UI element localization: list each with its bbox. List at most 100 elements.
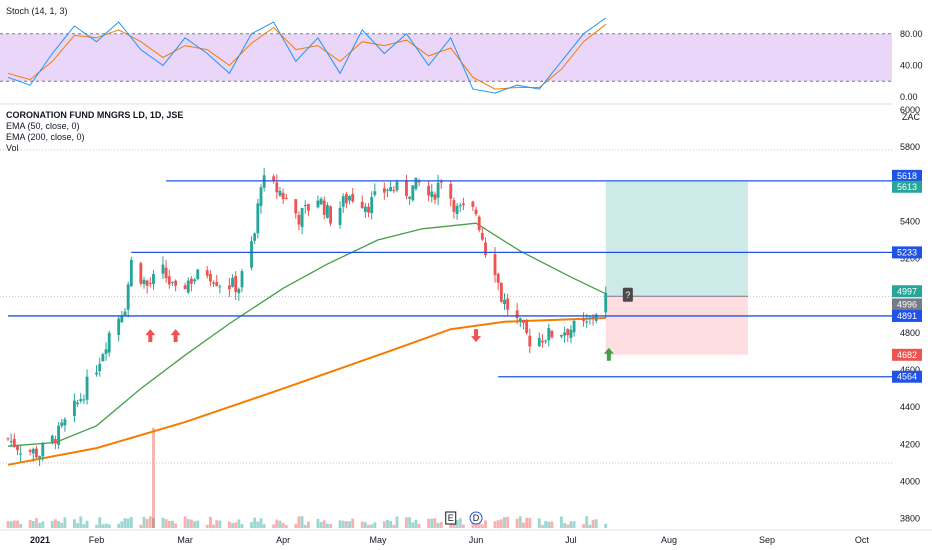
volume-bar — [427, 518, 431, 528]
volume-bar — [104, 523, 108, 528]
candle-body — [272, 176, 276, 182]
profit-zone — [605, 181, 749, 297]
candle-body — [329, 206, 332, 224]
volume-bar — [471, 521, 475, 528]
price-tag-label: 4564 — [897, 372, 917, 382]
volume-bar — [294, 524, 298, 528]
volume-bar — [72, 519, 76, 528]
candle-body — [101, 354, 105, 362]
volume-bar — [550, 521, 554, 528]
candle-body — [63, 419, 67, 426]
candle-body — [560, 334, 563, 337]
volume-bar — [63, 517, 67, 528]
volume-bar — [525, 517, 529, 528]
arrow-up-icon — [603, 347, 614, 361]
volume-bar — [148, 516, 152, 528]
volume-bar — [35, 518, 38, 528]
candle-body — [411, 185, 415, 201]
ema-lines — [7, 222, 606, 466]
candle-body — [427, 185, 431, 196]
candle-body — [212, 282, 215, 284]
candle-body — [72, 400, 76, 417]
stoch-k-line — [7, 17, 606, 94]
volume-bar — [234, 522, 238, 528]
position-zones — [605, 181, 749, 355]
candle-body — [300, 207, 304, 228]
volume-bar — [604, 523, 608, 528]
candle-body — [496, 273, 500, 283]
candle-body — [370, 197, 374, 214]
volume-bar — [322, 520, 326, 528]
volume-bar — [541, 524, 544, 528]
earnings-label: E — [448, 513, 454, 523]
candle-body — [338, 207, 342, 225]
volume-bar — [284, 524, 288, 528]
candle-body — [550, 330, 554, 338]
candle-body — [436, 182, 440, 198]
volume-bar — [430, 518, 434, 528]
volume-bar — [12, 520, 16, 528]
price-tag-label: 4997 — [897, 286, 917, 296]
volume-bar — [474, 522, 478, 528]
candle-body — [231, 277, 234, 287]
volume-bar — [123, 518, 127, 528]
dividend-icon — [469, 511, 483, 525]
time-tick-label: Apr — [276, 535, 290, 545]
stoch-tick-label: 40.00 — [900, 60, 923, 70]
currency-label: ZAC — [902, 112, 921, 122]
volume-bar — [231, 523, 234, 528]
candle-body — [183, 285, 187, 290]
volume-bar — [382, 521, 386, 528]
candle-body — [38, 456, 42, 459]
candle-body — [408, 196, 412, 199]
candle-body — [351, 193, 355, 202]
candle-body — [85, 376, 89, 400]
price-tag — [892, 169, 922, 182]
candle-body — [386, 189, 389, 191]
volume-bar — [259, 518, 263, 528]
candle-body — [582, 318, 585, 322]
candle-body — [363, 206, 367, 212]
volume-bar — [303, 524, 307, 528]
volume-bar — [436, 522, 440, 528]
candle-body — [227, 285, 231, 290]
candle-body — [474, 209, 478, 215]
volume-bar — [193, 521, 197, 528]
candle-body — [405, 180, 408, 196]
volume-bar — [250, 521, 253, 528]
earnings-icon — [445, 511, 457, 525]
volume-bar — [167, 521, 171, 528]
candle-body — [234, 276, 238, 292]
candle-body — [278, 190, 282, 196]
volume-bar — [38, 522, 42, 528]
stoch-label: Stoch (14, 1, 3) — [6, 6, 68, 16]
candle-body — [142, 279, 146, 285]
candle-body — [452, 200, 456, 212]
candle-body — [139, 263, 143, 284]
candle-body — [148, 282, 152, 284]
volume-bar — [212, 524, 215, 528]
price-tick-label: 3800 — [900, 514, 920, 524]
candle-body — [395, 181, 399, 191]
price-tag-label: 5618 — [897, 171, 917, 181]
candle-body — [348, 196, 351, 201]
volume-bar — [585, 516, 589, 528]
candle-body — [506, 298, 510, 310]
candle-body — [341, 196, 345, 207]
volume-bar — [325, 523, 329, 528]
volume-bar — [370, 524, 374, 528]
volume-bar — [31, 520, 35, 528]
time-tick-label: Jun — [469, 535, 484, 545]
candle-body — [294, 199, 298, 214]
volume-bar — [344, 521, 348, 528]
candle-body — [544, 340, 548, 342]
volume-bar — [515, 518, 519, 528]
candle-body — [594, 314, 598, 321]
volume-bar — [117, 523, 121, 528]
candle-body — [461, 203, 465, 206]
arrow-up-icon — [170, 329, 181, 343]
candle-body — [117, 318, 121, 335]
volume-bar — [373, 522, 377, 528]
candle-body — [9, 441, 13, 443]
